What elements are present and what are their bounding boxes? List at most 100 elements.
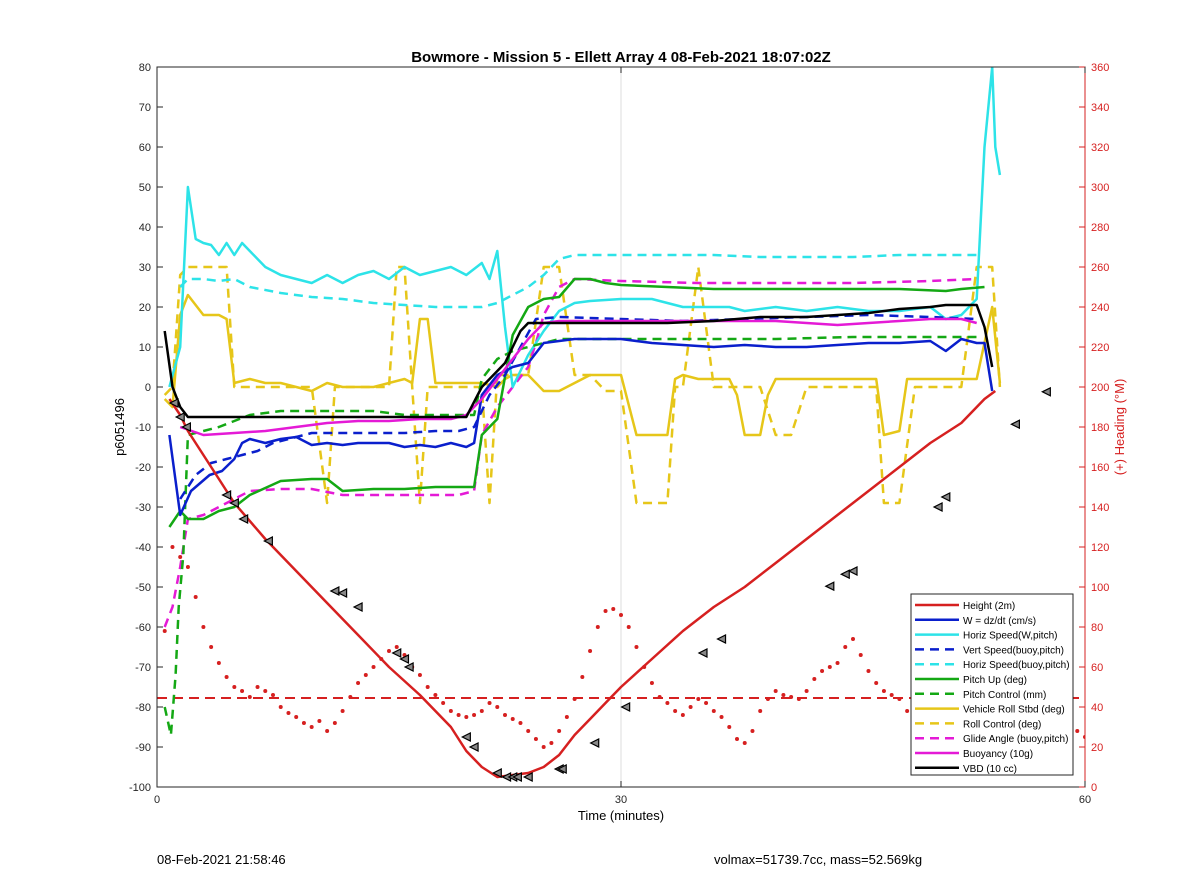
height-marker xyxy=(491,768,502,778)
y-tick-label: 20 xyxy=(139,302,151,314)
height-marker xyxy=(391,648,402,658)
heading-point xyxy=(649,681,654,685)
heading-point xyxy=(580,675,585,679)
y-right-tick-label: 260 xyxy=(1091,262,1109,274)
height-marker xyxy=(1040,386,1051,397)
height-marker xyxy=(512,772,522,782)
heading-point xyxy=(301,721,306,725)
series-line-w xyxy=(168,337,994,517)
heading-point xyxy=(526,729,531,733)
heading-point xyxy=(456,713,461,717)
series-line-buoy xyxy=(179,317,978,437)
heading-point xyxy=(657,695,662,699)
y-right-tick-label: 100 xyxy=(1091,582,1109,594)
heading-point xyxy=(479,709,484,713)
legend-entry: Glide Angle (buoy,pitch) xyxy=(963,734,1068,745)
heading-point xyxy=(804,689,809,693)
y-right-tick-label: 360 xyxy=(1091,62,1109,74)
legend-entry: Height (2m) xyxy=(963,601,1015,612)
heading-point xyxy=(487,701,492,705)
x-axis-label: Time (minutes) xyxy=(578,808,664,823)
y-tick-label: 40 xyxy=(139,222,151,234)
series-line-horiz xyxy=(168,67,1002,389)
height-marker xyxy=(940,492,951,502)
heading-point xyxy=(735,737,739,741)
heading-point xyxy=(626,625,631,629)
axes-layer: -100-90-80-70-60-50-40-30-20-10010203040… xyxy=(129,62,1109,806)
legend-entry: Horiz Speed(buoy,pitch) xyxy=(963,660,1070,671)
heading-point xyxy=(673,709,678,713)
series-line-height xyxy=(168,389,997,779)
y-tick-label: -10 xyxy=(135,422,151,434)
legend-entry: Vehicle Roll Stbd (deg) xyxy=(963,705,1065,716)
heading-point xyxy=(866,669,871,673)
heading-point xyxy=(812,677,817,681)
y-right-tick-label: 200 xyxy=(1091,382,1109,394)
y-tick-label: -40 xyxy=(135,542,151,554)
height-marker xyxy=(174,412,185,422)
heading-point xyxy=(503,713,507,717)
heading-point xyxy=(518,721,523,725)
heading-point xyxy=(665,701,670,705)
y-right-tick-label: 220 xyxy=(1091,342,1109,354)
y-tick-label: 10 xyxy=(139,342,151,354)
heading-point xyxy=(680,713,685,717)
y-axis-right-label: (+) Heading (°M) xyxy=(1112,379,1127,476)
height-marker xyxy=(824,581,835,592)
y-right-tick-label: 0 xyxy=(1091,782,1097,794)
heading-point xyxy=(750,729,755,733)
heading-point xyxy=(773,689,778,693)
legend-entry: Roll Control (deg) xyxy=(963,719,1041,730)
height-marker xyxy=(403,662,414,672)
x-tick-label: 0 xyxy=(154,794,160,806)
heading-point xyxy=(835,661,840,665)
heading-point xyxy=(796,697,801,701)
y-tick-label: 30 xyxy=(139,262,151,274)
y-axis-label: p6051496 xyxy=(112,398,127,456)
heading-point xyxy=(557,729,562,733)
heading-point xyxy=(340,709,345,713)
heading-point xyxy=(765,697,770,701)
y-tick-label: 60 xyxy=(139,142,151,154)
heading-point xyxy=(417,673,422,677)
heading-point xyxy=(742,741,747,745)
y-tick-label: -20 xyxy=(135,462,151,474)
height-marker xyxy=(460,732,471,742)
y-right-tick-label: 320 xyxy=(1091,142,1109,154)
heading-point xyxy=(572,697,577,701)
heading-point xyxy=(704,701,709,705)
heading-point xyxy=(448,709,453,713)
y-right-tick-label: 300 xyxy=(1091,182,1109,194)
legend: Height (2m) W = dz/dt (cm/s) Horiz Speed(W… xyxy=(910,593,1074,776)
heading-point xyxy=(711,709,716,713)
height-marker xyxy=(589,738,600,748)
series-line-roll xyxy=(163,293,1002,437)
heading-point xyxy=(348,695,353,699)
heading-point xyxy=(193,595,198,599)
y-right-tick-label: 60 xyxy=(1091,662,1103,674)
y-right-tick-label: 160 xyxy=(1091,462,1109,474)
height-marker xyxy=(329,586,340,596)
heading-point xyxy=(286,711,291,715)
heading-point xyxy=(433,693,438,697)
heading-point xyxy=(851,637,855,641)
heading-point xyxy=(719,715,724,719)
heading-point xyxy=(603,609,608,613)
legend-entry: VBD (10 cc) xyxy=(963,764,1017,775)
heading-point xyxy=(549,741,554,745)
height-marker xyxy=(352,602,363,612)
y-tick-label: -70 xyxy=(135,662,151,674)
heading-point xyxy=(905,709,910,713)
height-marker xyxy=(168,398,179,408)
legend-entry: Horiz Speed(W,pitch) xyxy=(963,631,1057,642)
height-marker xyxy=(522,772,533,782)
heading-point xyxy=(472,713,477,717)
heading-point xyxy=(216,661,221,665)
heading-point xyxy=(425,685,430,689)
heading-point xyxy=(278,705,283,709)
heading-point xyxy=(843,645,848,649)
heading-point xyxy=(588,649,593,653)
footer-volmax-mass: volmax=51739.7cc, mass=52.569kg xyxy=(714,852,923,867)
height-marker xyxy=(716,634,727,644)
heading-point xyxy=(820,669,825,673)
